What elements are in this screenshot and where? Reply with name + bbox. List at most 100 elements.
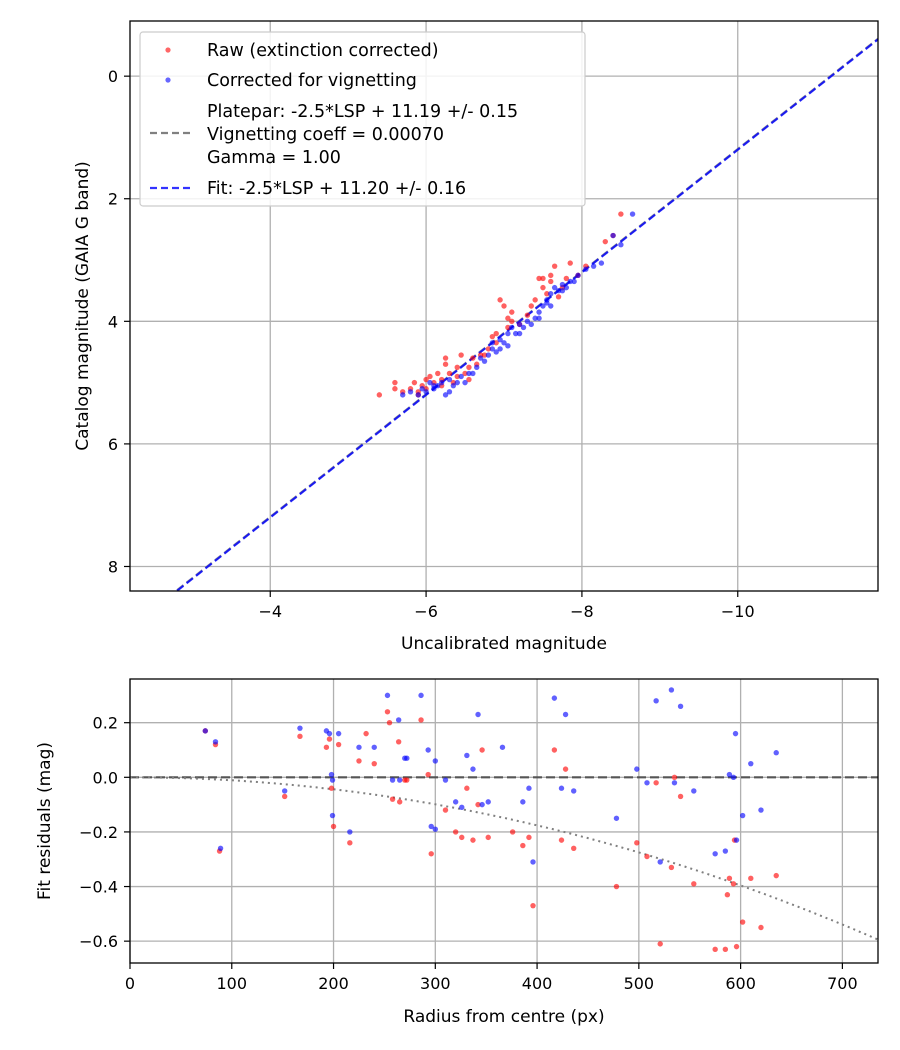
corrected-point — [644, 780, 650, 786]
x-tick-label: −6 — [414, 602, 438, 621]
legend-platepar-line-3: Gamma = 1.00 — [207, 148, 341, 168]
corrected-point — [432, 826, 439, 832]
corrected-point — [758, 807, 764, 813]
corrected-point — [485, 799, 491, 805]
bottom-axis-ticks: 0 100 200 300 400 500 600 700 0.2 0.0 −0.2 −0.4 −0.6 — [79, 714, 858, 993]
y-tick-label: 6 — [108, 435, 118, 454]
bottom-plot-area — [130, 679, 878, 963]
raw-point — [470, 837, 476, 843]
raw-point — [671, 774, 678, 781]
corrected-point — [499, 744, 506, 750]
raw-point — [634, 840, 640, 846]
y-tick-label: 0.0 — [93, 768, 118, 787]
raw-point — [466, 364, 472, 370]
corrected-point — [567, 278, 573, 285]
raw-point — [356, 758, 362, 764]
legend-corrected-marker — [165, 77, 171, 83]
raw-point — [423, 376, 429, 383]
raw-point — [462, 370, 468, 377]
raw-point — [395, 739, 402, 745]
raw-point — [505, 324, 511, 331]
raw-point — [501, 303, 507, 309]
corrected-point — [452, 799, 459, 805]
top-x-axis-label: Uncalibrated magnitude — [401, 634, 607, 654]
corrected-point — [415, 392, 421, 398]
raw-point — [384, 709, 391, 715]
corrected-point — [202, 728, 209, 734]
corrected-point — [347, 829, 353, 835]
corrected-point — [470, 766, 476, 772]
corrected-point — [396, 777, 403, 783]
bottom-data-points — [202, 687, 779, 953]
corrected-point — [497, 337, 503, 343]
top-reference-lines — [174, 37, 878, 591]
corrected-point — [489, 340, 496, 346]
corrected-point — [384, 692, 391, 699]
corrected-point — [509, 324, 515, 331]
raw-point — [475, 801, 481, 808]
y-tick-label: 2 — [108, 190, 118, 209]
raw-point — [555, 294, 562, 300]
corrected-point — [329, 777, 336, 783]
raw-point — [524, 312, 531, 318]
raw-point — [335, 741, 342, 748]
corrected-point — [459, 804, 465, 811]
raw-point — [551, 263, 558, 269]
corrected-point — [629, 211, 636, 217]
corrected-point — [677, 703, 684, 710]
corrected-point — [526, 785, 532, 791]
corrected-point — [297, 725, 303, 731]
corrected-point — [400, 392, 406, 398]
x-tick-label: 400 — [522, 974, 553, 993]
corrected-point — [356, 744, 362, 750]
top-axis-ticks: −4 −6 −8 −10 0 2 4 6 8 — [108, 67, 755, 621]
corrected-point — [326, 730, 333, 737]
corrected-point — [668, 687, 675, 693]
corrected-point — [438, 379, 445, 386]
x-tick-label: 300 — [420, 974, 451, 993]
raw-point — [532, 297, 538, 303]
corrected-point — [217, 845, 224, 852]
raw-point — [481, 352, 488, 358]
corrected-point — [559, 287, 566, 294]
legend-corrected-label: Corrected for vignetting — [207, 71, 417, 91]
corrected-point — [442, 777, 449, 783]
corrected-point — [536, 315, 542, 321]
corrected-point — [634, 766, 640, 772]
corrected-point — [548, 303, 554, 309]
raw-point — [428, 851, 434, 857]
legend-platepar-line-2: Vignetting coeff = 0.00070 — [207, 125, 444, 145]
bottom-x-axis-label: Radius from centre (px) — [403, 1007, 604, 1027]
top-plot-frame — [129, 20, 879, 592]
raw-point — [402, 777, 408, 783]
corrected-point — [423, 389, 429, 395]
y-tick-label: −0.6 — [79, 932, 118, 951]
corrected-point — [712, 851, 718, 857]
corrected-point — [281, 788, 288, 794]
raw-point — [411, 379, 418, 386]
corrected-point — [493, 349, 499, 355]
raw-point — [563, 275, 570, 282]
raw-point — [470, 355, 476, 361]
corrected-point — [691, 788, 697, 794]
raw-point — [389, 796, 396, 802]
raw-point — [548, 272, 554, 279]
raw-point — [489, 333, 496, 340]
corrected-point — [520, 324, 527, 331]
corrected-point — [466, 370, 472, 377]
raw-point — [712, 946, 718, 953]
corrected-point — [532, 315, 538, 321]
vignetting-curve — [130, 776, 878, 941]
raw-point — [459, 834, 465, 841]
raw-point — [530, 902, 536, 909]
raw-point — [558, 837, 565, 843]
corrected-point — [389, 777, 396, 783]
corrected-point — [516, 321, 523, 328]
corrected-point — [571, 788, 577, 794]
corrected-point — [520, 799, 526, 805]
corrected-point — [505, 330, 511, 337]
raw-point — [618, 211, 624, 217]
corrected-point — [583, 266, 589, 272]
corrected-point — [598, 260, 605, 266]
corrected-point — [732, 730, 739, 737]
